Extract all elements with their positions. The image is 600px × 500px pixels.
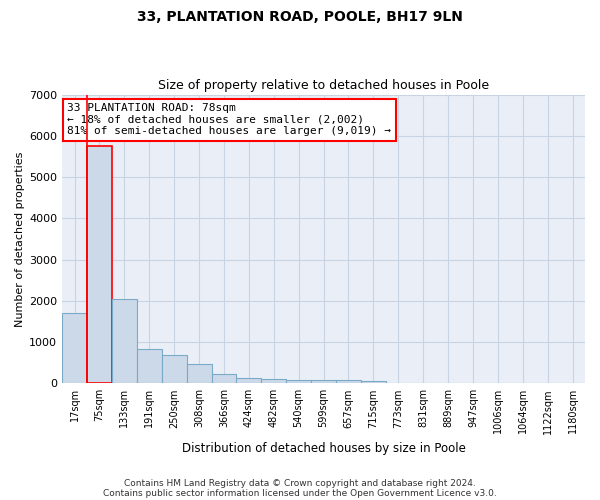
Bar (262, 379, 286, 384)
Bar (87, 146, 112, 384)
Bar (236, 378, 262, 384)
Text: Contains public sector information licensed under the Open Government Licence v3: Contains public sector information licen… (103, 488, 497, 498)
Bar (311, 380, 336, 384)
Bar (162, 356, 187, 384)
Bar (112, 298, 137, 384)
Text: 33 PLANTATION ROAD: 78sqm
← 18% of detached houses are smaller (2,002)
81% of se: 33 PLANTATION ROAD: 78sqm ← 18% of detac… (67, 103, 391, 136)
X-axis label: Distribution of detached houses by size in Poole: Distribution of detached houses by size … (182, 442, 466, 455)
Bar (137, 350, 162, 384)
Text: Contains HM Land Registry data © Crown copyright and database right 2024.: Contains HM Land Registry data © Crown c… (124, 478, 476, 488)
Y-axis label: Number of detached properties: Number of detached properties (15, 151, 25, 326)
Text: 33, PLANTATION ROAD, POOLE, BH17 9LN: 33, PLANTATION ROAD, POOLE, BH17 9LN (137, 10, 463, 24)
Bar (187, 364, 212, 384)
Bar (212, 374, 236, 384)
Bar (361, 381, 386, 384)
Bar (336, 380, 361, 384)
Bar (286, 380, 311, 384)
Title: Size of property relative to detached houses in Poole: Size of property relative to detached ho… (158, 79, 489, 92)
Bar (62, 313, 87, 384)
